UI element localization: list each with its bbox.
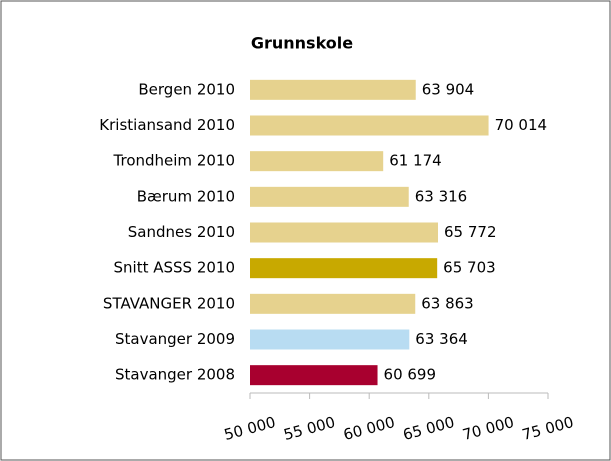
value-label: 70 014	[495, 116, 548, 134]
bar	[250, 258, 438, 279]
y-tick-label: Sandnes 2010	[128, 223, 235, 241]
bar	[250, 115, 489, 136]
y-tick-label: Stavanger 2008	[115, 366, 235, 384]
value-label: 63 863	[421, 294, 474, 312]
y-tick-label: Snitt ASSS 2010	[114, 259, 236, 277]
bar	[250, 151, 384, 172]
value-label: 65 703	[443, 259, 496, 277]
bar	[250, 293, 416, 314]
value-label: 65 772	[444, 223, 497, 241]
y-tick-label: Bergen 2010	[138, 80, 235, 98]
bar	[250, 222, 439, 243]
bar	[250, 329, 410, 350]
value-label: 63 364	[415, 330, 468, 348]
value-label: 60 699	[384, 366, 437, 384]
y-tick-label: STAVANGER 2010	[103, 294, 235, 312]
y-tick-label: Bærum 2010	[137, 187, 235, 205]
value-label: 63 316	[415, 187, 468, 205]
y-tick-label: Trondheim 2010	[113, 152, 235, 170]
bar	[250, 186, 409, 207]
y-tick-label: Kristiansand 2010	[99, 116, 235, 134]
value-label: 63 904	[422, 80, 475, 98]
y-tick-label: Stavanger 2009	[115, 330, 235, 348]
bar	[250, 79, 416, 100]
value-label: 61 174	[389, 152, 442, 170]
chart-title: Grunnskole	[251, 34, 353, 53]
bar	[250, 365, 378, 386]
